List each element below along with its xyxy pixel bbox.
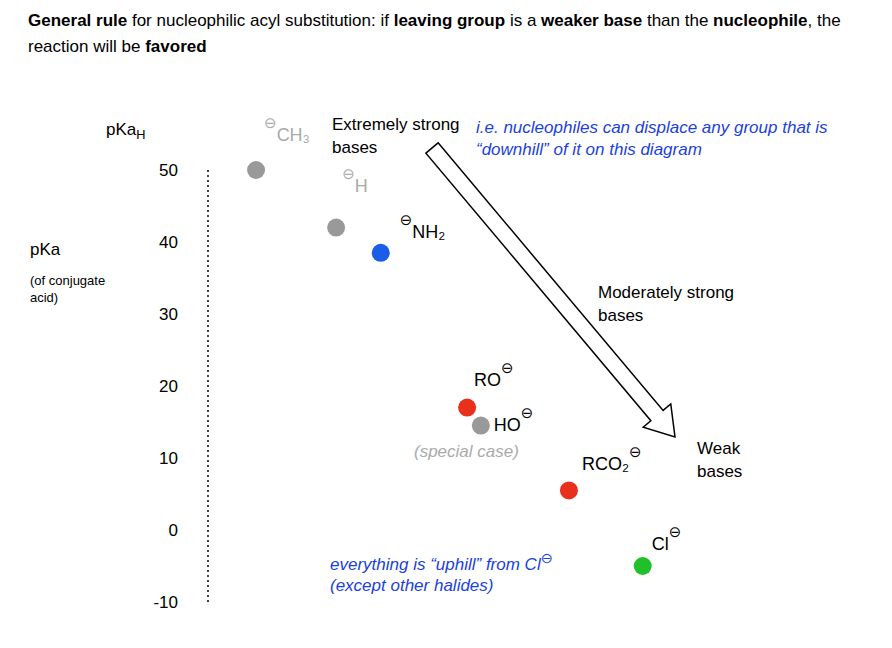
html-text:pKaH: pKaH [106,120,146,143]
svg-text:50: 50 [159,161,178,180]
html-text:Moderately strong bases: Moderately strong bases [598,283,735,325]
html-text:everything is “uphill” from Cl: everything is “uphill” from Cl⊖ [330,550,553,574]
svg-text:-10: -10 [153,593,178,612]
svg-text:Cl⊖: Cl⊖ [652,523,682,554]
html-text:(special case): (special case) [414,442,519,461]
svg-text:0: 0 [169,521,178,540]
html-text:(except other halides): (except other halides) [330,575,494,595]
svg-text:RO⊖: RO⊖ [474,359,514,390]
svg-text:⊖H: ⊖H [342,165,368,196]
svg-text:⊖CH₃: ⊖CH₃ [264,114,310,145]
svg-text:40: 40 [159,233,178,252]
html-text:(of conjugate acid): (of conjugate acid) [30,273,106,305]
svg-text:HO⊖: HO⊖ [494,404,534,435]
html-text:General rule for nucleophilic: General rule for nucleophilic acyl subst… [28,11,841,56]
svg-text:⊖NH₂: ⊖NH₂ [400,211,446,242]
html-text:pKa: pKa [30,240,61,259]
html-text:Weak bases: Weak bases [697,439,743,481]
svg-text:30: 30 [159,305,178,324]
html-text:Extremely strong bases: Extremely strong bases [332,115,460,157]
svg-text:20: 20 [159,377,178,396]
svg-text:10: 10 [159,449,178,468]
svg-text:RCO₂⊖: RCO₂⊖ [582,443,642,474]
html-text:i.e. nucleophiles can displace: i.e. nucleophiles can displace any group… [476,118,828,159]
